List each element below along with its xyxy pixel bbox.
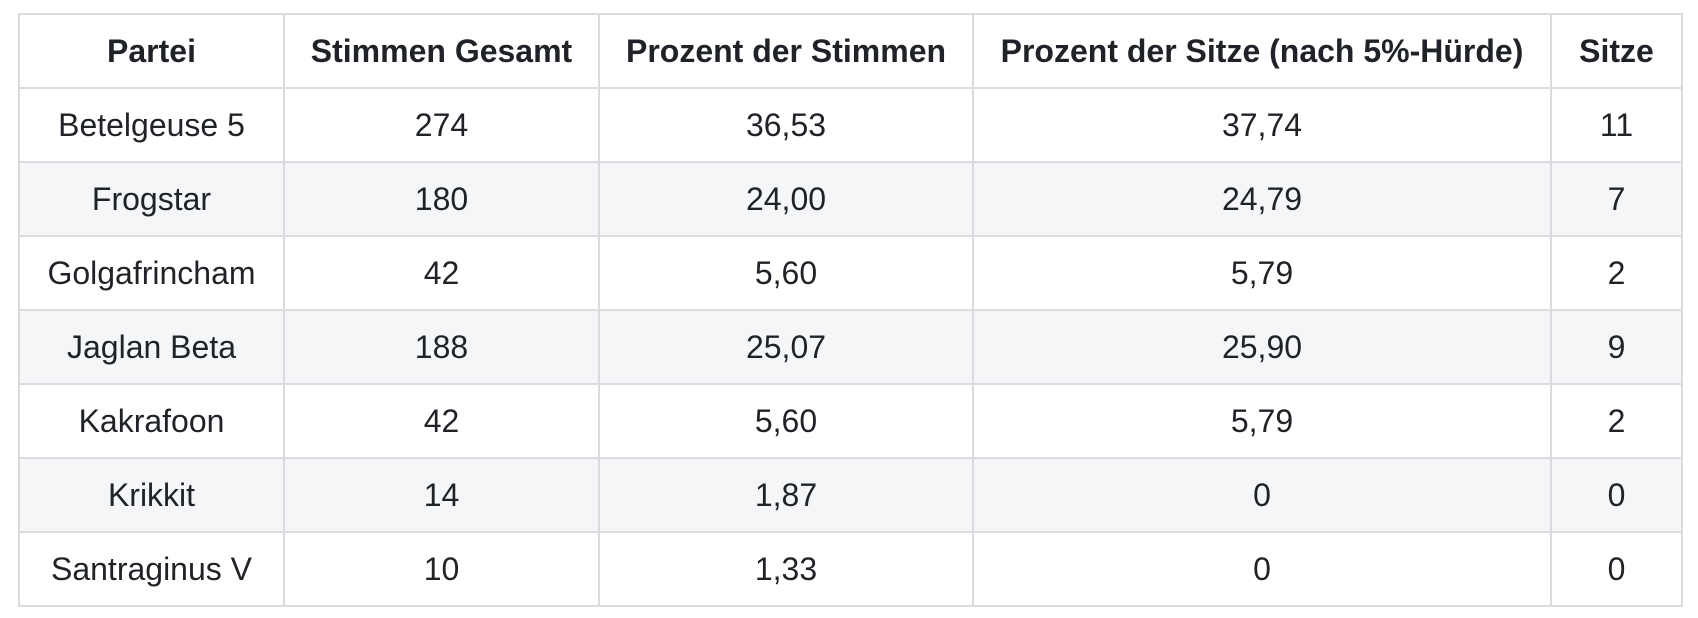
cell-partei: Santraginus V [18, 531, 285, 607]
cell-stimmen-gesamt: 14 [283, 457, 600, 533]
cell-stimmen-gesamt: 10 [283, 531, 600, 607]
column-header-partei: Partei [18, 13, 285, 89]
cell-stimmen-gesamt: 188 [283, 309, 600, 385]
table-row: Kakrafoon 42 5,60 5,79 2 [18, 383, 1683, 459]
cell-prozent-der-sitze: 24,79 [972, 161, 1552, 237]
cell-prozent-der-sitze: 5,79 [972, 235, 1552, 311]
cell-prozent-der-sitze: 25,90 [972, 309, 1552, 385]
table-row: Krikkit 14 1,87 0 0 [18, 457, 1683, 533]
cell-prozent-der-stimmen: 24,00 [598, 161, 974, 237]
cell-sitze: 2 [1550, 235, 1683, 311]
cell-partei: Frogstar [18, 161, 285, 237]
cell-prozent-der-stimmen: 1,87 [598, 457, 974, 533]
table-body: Betelgeuse 5 274 36,53 37,74 11 Frogstar 180 24… [18, 87, 1683, 607]
cell-stimmen-gesamt: 180 [283, 161, 600, 237]
column-header-prozent-der-stimmen: Prozent der Stimmen [598, 13, 974, 89]
table-row: Jaglan Beta 188 25,07 25,90 9 [18, 309, 1683, 385]
column-header-sitze: Sitze [1550, 13, 1683, 89]
cell-prozent-der-sitze: 37,74 [972, 87, 1552, 163]
cell-prozent-der-stimmen: 5,60 [598, 235, 974, 311]
cell-prozent-der-sitze: 0 [972, 457, 1552, 533]
column-header-prozent-der-sitze: Prozent der Sitze (nach 5%-Hürde) [972, 13, 1552, 89]
column-header-stimmen-gesamt: Stimmen Gesamt [283, 13, 600, 89]
cell-sitze: 7 [1550, 161, 1683, 237]
cell-stimmen-gesamt: 42 [283, 383, 600, 459]
cell-sitze: 9 [1550, 309, 1683, 385]
table-row: Betelgeuse 5 274 36,53 37,74 11 [18, 87, 1683, 163]
cell-partei: Betelgeuse 5 [18, 87, 285, 163]
header-row: Partei Stimmen Gesamt Prozent der Stimme… [18, 13, 1683, 89]
cell-prozent-der-stimmen: 5,60 [598, 383, 974, 459]
cell-partei: Golgafrincham [18, 235, 285, 311]
table-row: Golgafrincham 42 5,60 5,79 2 [18, 235, 1683, 311]
cell-sitze: 2 [1550, 383, 1683, 459]
cell-partei: Krikkit [18, 457, 285, 533]
cell-prozent-der-sitze: 0 [972, 531, 1552, 607]
cell-stimmen-gesamt: 42 [283, 235, 600, 311]
cell-prozent-der-stimmen: 1,33 [598, 531, 974, 607]
cell-prozent-der-stimmen: 25,07 [598, 309, 974, 385]
cell-prozent-der-stimmen: 36,53 [598, 87, 974, 163]
table-header: Partei Stimmen Gesamt Prozent der Stimme… [18, 13, 1683, 89]
cell-stimmen-gesamt: 274 [283, 87, 600, 163]
cell-sitze: 11 [1550, 87, 1683, 163]
cell-partei: Jaglan Beta [18, 309, 285, 385]
cell-sitze: 0 [1550, 457, 1683, 533]
table-row: Frogstar 180 24,00 24,79 7 [18, 161, 1683, 237]
election-results-table-container: Partei Stimmen Gesamt Prozent der Stimme… [18, 13, 1683, 607]
election-results-table: Partei Stimmen Gesamt Prozent der Stimme… [18, 13, 1683, 607]
cell-prozent-der-sitze: 5,79 [972, 383, 1552, 459]
table-row: Santraginus V 10 1,33 0 0 [18, 531, 1683, 607]
cell-partei: Kakrafoon [18, 383, 285, 459]
cell-sitze: 0 [1550, 531, 1683, 607]
